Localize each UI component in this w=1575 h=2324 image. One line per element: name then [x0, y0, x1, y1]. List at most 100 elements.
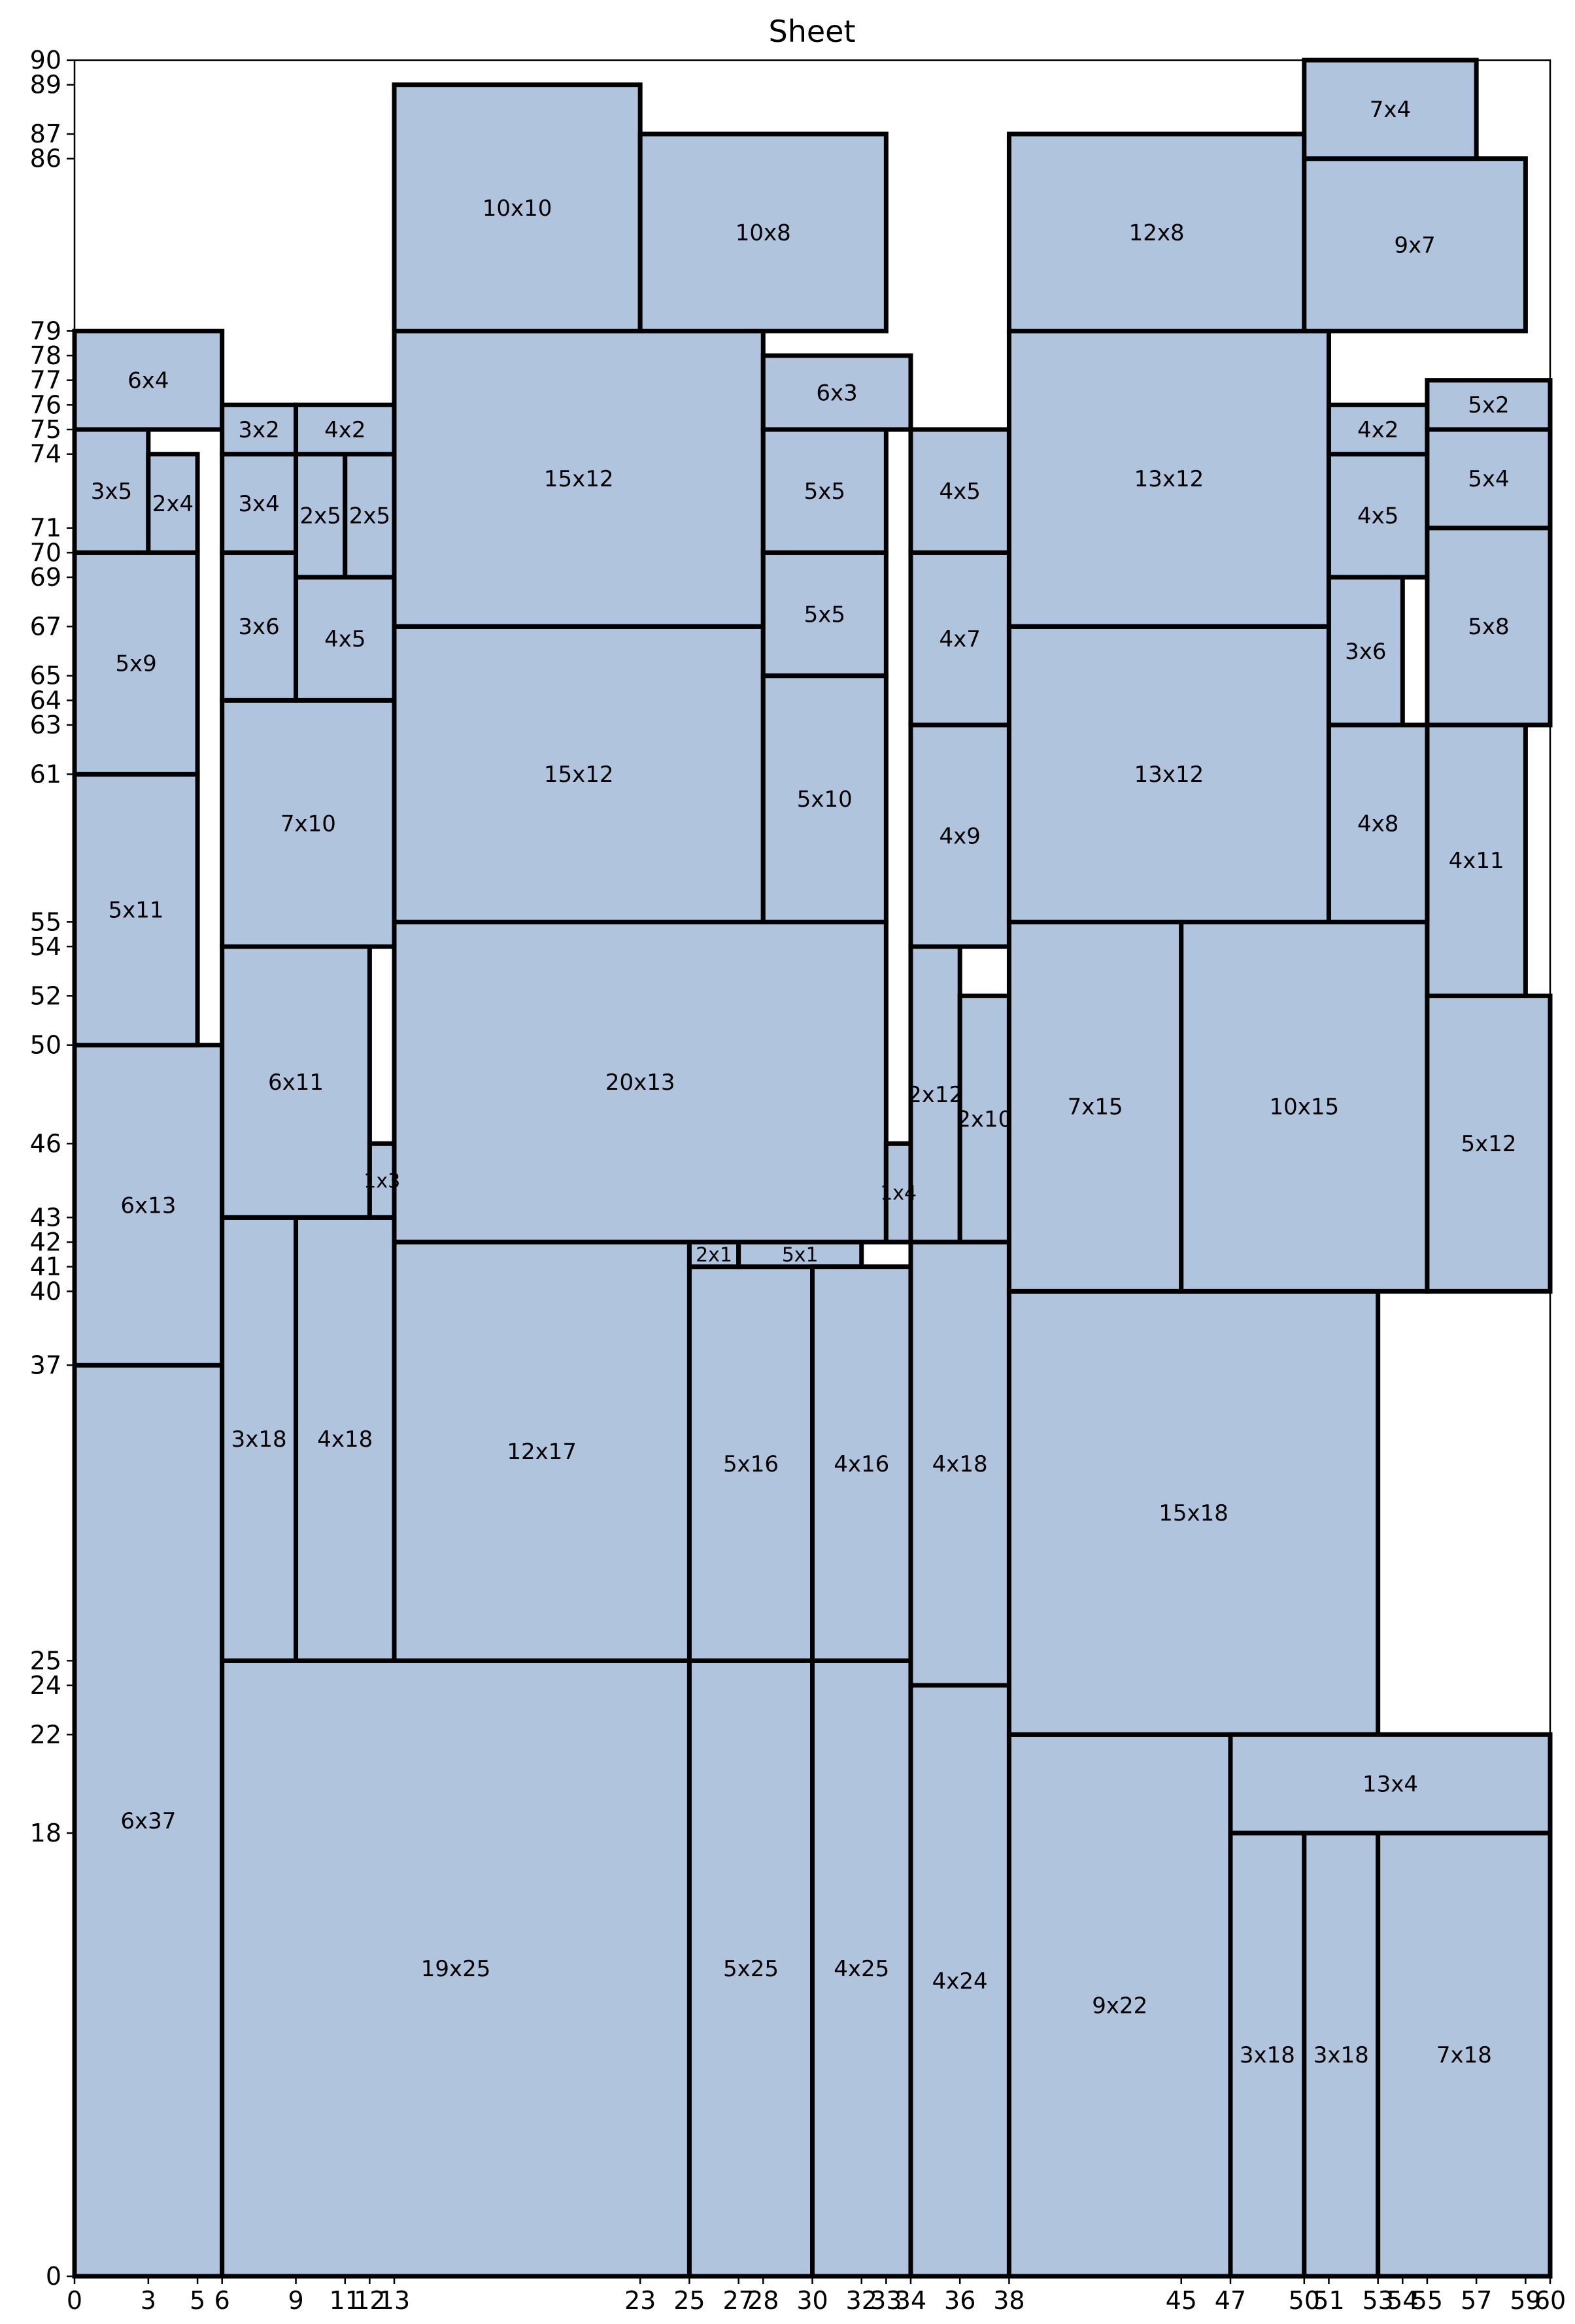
rect-label: 4x2: [324, 417, 365, 443]
rect-label: 7x15: [1068, 1094, 1123, 1120]
x-tick-label: 27: [722, 2286, 754, 2315]
y-tick-label: 75: [30, 415, 61, 444]
rect-label: 12x17: [507, 1439, 577, 1465]
rect-label: 6x11: [268, 1069, 324, 1096]
y-tick-label: 24: [30, 1671, 61, 1700]
sheet-rect: [1326, 575, 1405, 728]
rect-label: 4x5: [1357, 503, 1398, 530]
sheet-rect: [908, 427, 1011, 555]
rect-label: 9x7: [1394, 232, 1435, 258]
rect-label: 5x12: [1461, 1131, 1516, 1157]
rect-label: 2x5: [299, 503, 341, 530]
sheet-rect: [220, 944, 372, 1220]
sheet-rect: [146, 452, 200, 555]
rect-label: 2x12: [907, 1082, 963, 1108]
sheet-rect: [72, 1043, 225, 1368]
y-tick-label: 67: [30, 612, 61, 641]
sheet-rect: [72, 427, 151, 555]
y-tick-label: 50: [30, 1031, 61, 1060]
rect-label: 5x9: [115, 651, 156, 677]
sheet-rect: [957, 993, 1011, 1245]
rect-label: 3x5: [91, 479, 132, 505]
sheet-rect: [1425, 526, 1553, 728]
sheet-rect: [810, 1264, 913, 1663]
y-tick-label: 25: [30, 1646, 61, 1675]
rect-label: 15x18: [1159, 1500, 1228, 1526]
y-tick-label: 79: [30, 316, 61, 345]
rect-label: 7x18: [1436, 2042, 1492, 2068]
sheet-rect: [637, 131, 889, 333]
rect-label: 5x1: [782, 1243, 819, 1266]
rect-label: 6x37: [120, 1808, 176, 1834]
y-tick-label: 41: [30, 1253, 61, 1281]
rect-label: 2x1: [696, 1243, 732, 1266]
x-tick-label: 36: [944, 2286, 975, 2315]
rect-label: 10x8: [736, 220, 791, 246]
rect-label: 4x5: [940, 479, 981, 505]
rect-label: 5x16: [723, 1451, 779, 1477]
sheet-rect: [1425, 993, 1553, 1294]
x-tick-label: 53: [1363, 2286, 1394, 2315]
rect-label: 4x18: [317, 1426, 373, 1453]
y-tick-label: 78: [30, 341, 61, 370]
y-tick-label: 46: [30, 1129, 61, 1158]
rect-label: 4x2: [1357, 417, 1398, 443]
rect-label: 4x24: [932, 1968, 988, 1995]
x-tick-label: 50: [1289, 2286, 1320, 2315]
rect-label: 3x6: [238, 614, 279, 640]
plot-area: 6x37 6x13 5x11 5x9 3x5 2x4 6x4 19x25 3x18 4x18 6x1…: [72, 58, 1553, 2279]
sheet-rect: [220, 1215, 299, 1663]
x-tick-label: 59: [1510, 2286, 1541, 2315]
rect-label: 5x5: [804, 601, 845, 628]
rect-label: 5x11: [109, 897, 164, 923]
rect-label: 5x8: [1468, 614, 1509, 640]
rect-label: 15x12: [544, 762, 614, 788]
sheet-rect: [392, 624, 766, 924]
sheet-rect: [1302, 58, 1479, 161]
x-tick-label: 5: [190, 2286, 205, 2315]
sheet-rect: [686, 1239, 741, 1270]
rect-label: 13x12: [1134, 762, 1204, 788]
rect-label: 20x13: [605, 1069, 675, 1096]
rect-label: 3x6: [1345, 639, 1386, 665]
sheet-rect: [343, 452, 397, 580]
y-tick-label: 43: [30, 1203, 61, 1232]
y-tick-label: 61: [30, 760, 61, 788]
x-tick-label: 51: [1313, 2286, 1344, 2315]
x-tick-label: 3: [141, 2286, 156, 2315]
sheet-rect: [908, 722, 1011, 949]
y-tick-label: 52: [30, 981, 61, 1010]
x-tick-label: 54: [1387, 2286, 1418, 2315]
y-tick-label: 65: [30, 662, 61, 690]
rect-label: 9x22: [1092, 1993, 1147, 2019]
rect-label: 5x4: [1468, 466, 1509, 492]
rect-label: 6x13: [120, 1192, 176, 1219]
y-tick-label: 40: [30, 1277, 61, 1305]
rect-label: 2x5: [349, 503, 390, 530]
x-tick-label: 30: [796, 2286, 828, 2315]
rect-label: 4x16: [834, 1451, 889, 1477]
rect-label: 3x18: [1313, 2042, 1369, 2068]
chart-title: Sheet: [769, 14, 856, 49]
sheet-rect: [760, 353, 913, 432]
x-tick-label: 45: [1166, 2286, 1197, 2315]
sheet-rect: [294, 402, 397, 457]
sheet-rect: [908, 550, 1011, 728]
x-tick-label: 11: [330, 2286, 361, 2315]
rect-label: 4x7: [940, 626, 981, 652]
sheet-rect: [1179, 919, 1430, 1294]
sheet-rect: [760, 673, 889, 924]
rect-label: 4x18: [932, 1451, 988, 1477]
sheet-rect: [220, 698, 397, 949]
rect-label: 4x11: [1449, 848, 1504, 874]
rect-label: 2x10: [957, 1107, 1012, 1133]
rect-label: 7x4: [1370, 97, 1411, 123]
sheet-rect: [220, 1658, 692, 2279]
x-tick-label: 12: [354, 2286, 385, 2315]
rect-label: 4x9: [940, 823, 981, 849]
y-tick-label: 54: [30, 932, 61, 961]
rect-label: 6x4: [127, 368, 169, 394]
y-tick-label: 55: [30, 907, 61, 936]
